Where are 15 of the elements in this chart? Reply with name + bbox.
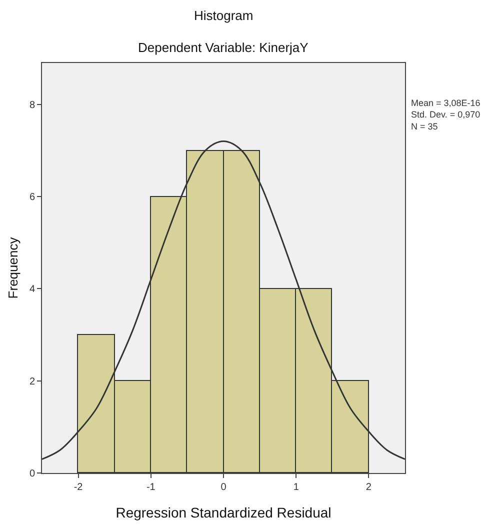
x-axis-title: Regression Standardized Residual: [116, 504, 332, 520]
x-tick-label: 2: [366, 482, 372, 493]
y-tick-label: 4: [29, 284, 36, 296]
y-tick-label: 8: [29, 100, 36, 111]
y-tick-label: 6: [29, 192, 36, 204]
x-tick-label: 1: [293, 482, 300, 493]
y-axis-title: Frequency: [5, 236, 20, 299]
x-tick-label: -1: [146, 482, 156, 493]
text: Mean = 3,08E-16 Std. Dev. = 0,970 N = 35: [411, 98, 480, 132]
chart-subtitle: Dependent Variable: KinerjaY: [138, 40, 309, 55]
x-tick-label: -2: [74, 482, 84, 493]
y-tick-label: 0: [29, 468, 36, 480]
y-tick-label: 2: [29, 376, 36, 388]
x-tick-label: 0: [220, 482, 227, 493]
chart-title: Histogram: [194, 8, 254, 23]
